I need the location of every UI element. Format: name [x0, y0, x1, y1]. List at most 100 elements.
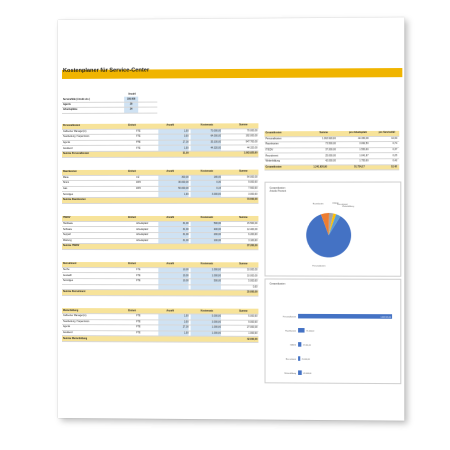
summary-row-per-ws: 44.330,00	[350, 138, 368, 140]
cost-row-count: 10,00	[158, 279, 188, 284]
section-title: Recruitment	[63, 263, 76, 265]
section-title: Raumkosten	[63, 171, 77, 173]
cost-row-unit: kWh	[136, 188, 141, 190]
summary-row-per-ws: 1.750,00	[350, 160, 368, 162]
bar-category-label-2: IT/EDV	[290, 345, 297, 347]
bar-value-label-1: 73.500,00	[306, 331, 314, 333]
summary-row-sum: 37.200,00	[313, 149, 335, 151]
section-total-label: Summe Raumkosten	[63, 199, 86, 201]
cost-row-count: 27,00	[158, 140, 188, 145]
cost-row-count: 31,00	[158, 222, 188, 227]
summary-header-label: Gesamtkosten	[266, 132, 282, 134]
cost-row-unit: m2	[136, 177, 139, 179]
column-header-unit: Einheit	[128, 310, 136, 312]
column-header-rate: Kostensatz	[201, 310, 213, 312]
cost-row-unit: FTE	[136, 269, 140, 271]
cost-section-table: IT/EDV Einheit Anzahl Kostensatz Summe Hardwa…	[62, 216, 258, 250]
bar-0	[298, 314, 392, 319]
cost-row-rate: 1.000,00	[191, 326, 221, 331]
cost-row-sum: 54.000,00	[227, 177, 257, 179]
summary-total-label: Gesamtkosten	[266, 166, 282, 168]
cost-row-count: 30.000,00	[158, 181, 188, 186]
cost-row-rate: 70.000,00	[191, 129, 221, 134]
cost-row-sum: 10.000,00	[227, 269, 257, 271]
cost-row-rate: 180,00	[191, 175, 221, 180]
cost-row-unit: Arbeitsplatz	[136, 229, 148, 231]
cost-row-unit: FTE	[136, 327, 140, 329]
summary-row-per-case: 0,37	[385, 149, 397, 151]
summary-row-per-ws: 3.062,50	[350, 143, 368, 145]
column-header-unit: Einheit	[128, 171, 136, 173]
cost-row-label: Suche	[63, 269, 70, 271]
bar-svg: Personalkosten 1.063.920,00 Raumkosten 73.5…	[266, 279, 401, 383]
summary-total-per-case: 12,42	[391, 166, 397, 168]
summary-header-sum: Summe	[319, 132, 327, 134]
cost-row-unit: Arbeitsplatz	[136, 240, 148, 242]
summary-row-label: Recruitment	[266, 155, 279, 157]
column-header-count: Anzahl	[166, 264, 174, 266]
section-total-row: Summe Recruitment 25.000,00	[62, 290, 258, 296]
cost-row-rate: 1.000,00	[191, 274, 221, 279]
cost-row-sum: 3.100,00	[227, 240, 257, 242]
cost-row-rate: 500,00	[191, 222, 221, 227]
cost-row-label: Miete	[63, 177, 69, 179]
cost-row-label: Strom	[63, 182, 69, 184]
column-header-count: Anzahl	[166, 217, 174, 219]
cost-row-sum: 192.000,00	[227, 136, 257, 138]
section-total-row: Summe Raumkosten 73.500,00	[62, 198, 258, 204]
cost-row-sum: 5.000,00	[227, 316, 257, 318]
cost-row-sum: 5.000,00	[227, 281, 257, 283]
section-total-sum: 1.063.920,00	[227, 153, 257, 155]
cost-row-label: Callcenter Manager(in)	[63, 315, 86, 317]
cost-row-sum: 1.000,00	[227, 333, 257, 335]
summary-total-per-ws: 51.734,17	[354, 166, 364, 168]
cost-row-unit: FTE	[136, 136, 140, 138]
cost-row-unit: kWh	[136, 182, 141, 184]
cost-row-label: Software	[63, 229, 72, 231]
cost-row-sum: 0,00	[227, 286, 257, 288]
cost-row-rate: 1.000,00	[191, 268, 221, 273]
cost-row-sum: 9.000,00	[227, 321, 257, 323]
cost-row-label: Support	[63, 234, 71, 236]
bar-value-label-3: 25.000,00	[302, 359, 310, 361]
cost-row-label: Sonstiges	[63, 194, 73, 196]
cost-row-label: Teamleitung / Supervision	[63, 321, 89, 323]
section-total-label: Summe Personalkosten	[63, 153, 89, 155]
summary-row-per-case: 0,25	[385, 155, 397, 157]
column-header-unit: Einheit	[128, 125, 136, 127]
pie-label-1: Raumkosten	[313, 202, 324, 205]
section-total-sum: 25.000,00	[227, 292, 257, 294]
summary-header-per-ws: pro Arbeitsplatz	[349, 132, 367, 134]
cost-row-rate	[191, 285, 221, 290]
parameter-label: Arbeitsplätze	[63, 109, 77, 111]
bar-category-label-1: Raumkosten	[285, 329, 296, 332]
parameters-table: Anzahl Servicefälle (Anrufe etc.) 100.000…	[62, 93, 157, 114]
cost-row-label: Wartung	[63, 240, 72, 242]
cost-row-count: 31,00	[158, 227, 188, 232]
section-total-row: Summe IT/EDV 37.200,00	[62, 244, 258, 250]
bar-value-label-2: 37.200,00	[303, 345, 311, 347]
pie-label-4: Weiterbildung	[342, 205, 354, 208]
cost-sections: Personalkosten Einheit Anzahl Kostensatz Sum…	[62, 123, 258, 124]
bar-value-label-0: 1.063.920,00	[380, 317, 391, 319]
pie-svg: Personalkosten Raumkosten IT/EDVRecruitmen…	[266, 183, 401, 276]
cost-row-label: Sonstiges	[63, 280, 73, 282]
section-title: Personalkosten	[63, 125, 80, 127]
cost-section-table: Weiterbildung Einheit Anzahl Kostensatz Summ…	[62, 308, 258, 343]
cost-row-count: 3,00	[158, 320, 188, 325]
bar-category-label-0: Personalkosten	[283, 315, 296, 318]
summary-row-sum: 73.500,00	[313, 144, 335, 146]
cost-row-sum: 7.500,00	[227, 188, 257, 190]
cost-row-count: 10,00	[158, 274, 188, 279]
section-total-label: Summe IT/EDV	[63, 245, 79, 247]
cost-row-label: Gas	[63, 188, 67, 190]
cost-row-sum: 12.400,00	[227, 229, 257, 231]
cost-row-sum: 70.000,00	[227, 130, 257, 132]
spreadsheet-page: Kostenplaner für Service-Center Anzahl S…	[58, 17, 404, 420]
cost-row-rate: 100,00	[191, 239, 221, 244]
bar-1	[298, 328, 304, 333]
cost-row-label: Teamleitung / Supervision	[63, 136, 89, 138]
cost-row-count	[158, 285, 188, 290]
cost-row-unit: Arbeitsplatz	[136, 223, 148, 225]
parameters-header: Anzahl	[128, 94, 136, 96]
